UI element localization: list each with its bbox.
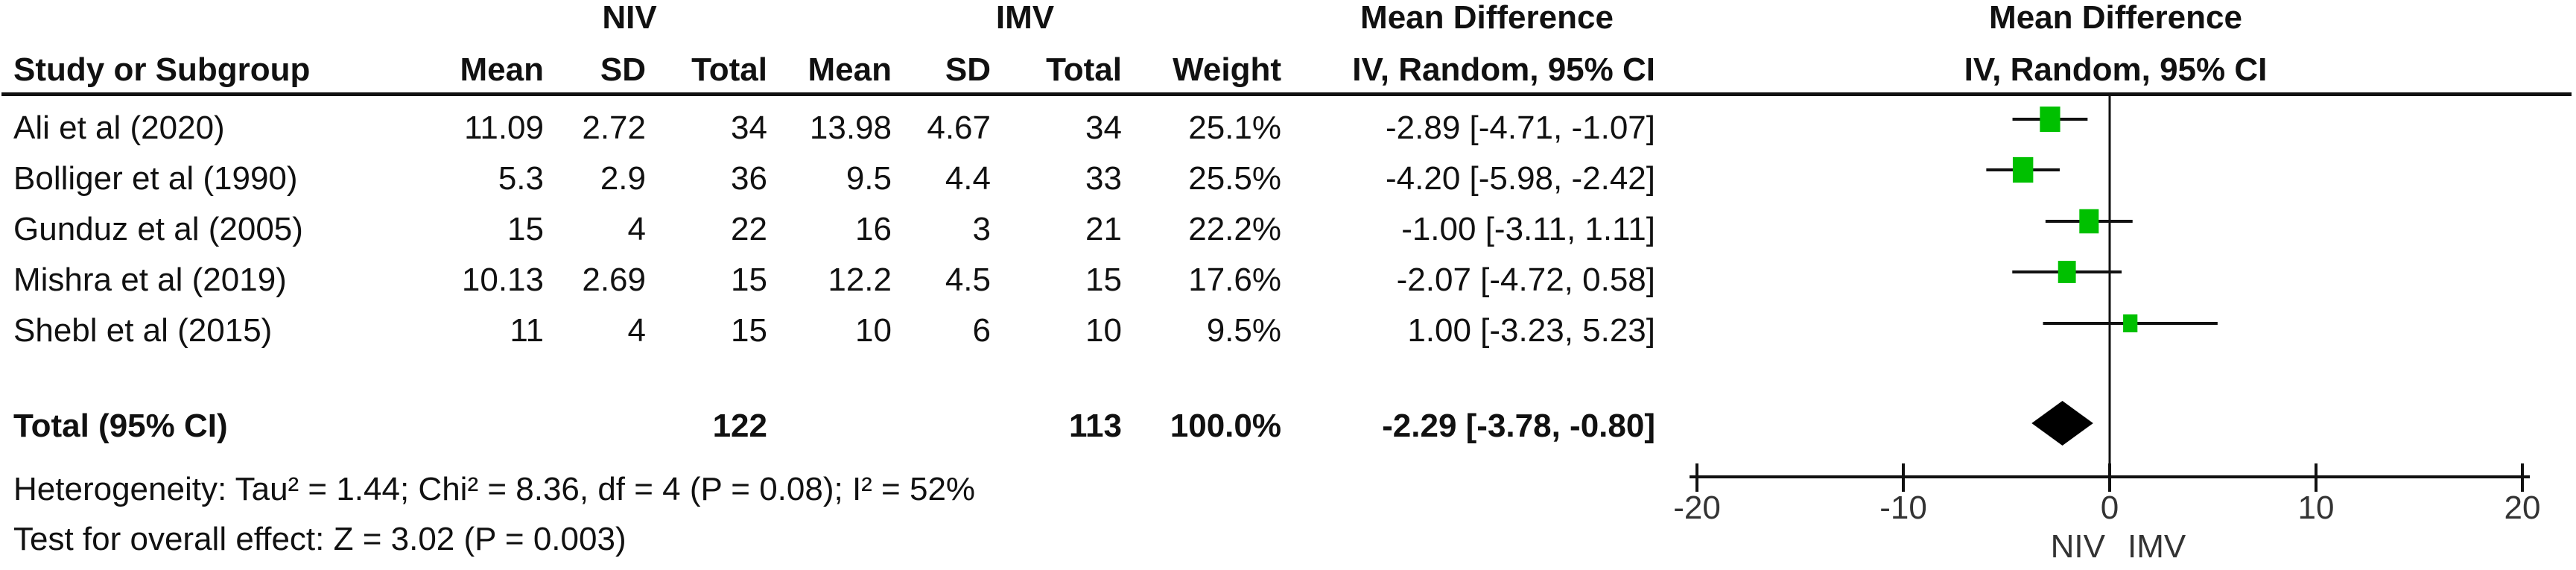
study-imv-sd: 4.5 [945, 262, 991, 298]
study-weight: 17.6% [1188, 262, 1281, 298]
study-imv-sd: 6 [972, 312, 991, 349]
effect-group-header: Mean Difference [1360, 0, 1614, 36]
study-square [2012, 156, 2034, 183]
study-ci-text: -2.89 [-4.71, -1.07] [1386, 110, 1655, 146]
study-imv-mean: 13.98 [809, 110, 892, 146]
col-study: Study or Subgroup [13, 51, 311, 88]
study-niv-mean: 10.13 [461, 262, 544, 298]
study-weight: 9.5% [1206, 312, 1281, 349]
study-imv-total: 34 [1085, 110, 1122, 146]
study-name: Bolliger et al (1990) [13, 160, 298, 197]
study-niv-sd: 2.72 [582, 110, 646, 146]
study-niv-total: 36 [731, 160, 767, 197]
study-niv-total: 34 [731, 110, 767, 146]
study-ci-text: -2.07 [-4.72, 0.58] [1396, 262, 1655, 298]
study-ci-text: -1.00 [-3.11, 1.11] [1401, 211, 1655, 247]
x-tick-label: 10 [2297, 490, 2335, 526]
study-imv-mean: 16 [855, 211, 892, 247]
study-imv-sd: 4.4 [945, 160, 991, 197]
favours-right-label: IMV [2128, 528, 2186, 565]
study-niv-mean: 15 [507, 211, 544, 247]
study-niv-sd: 2.69 [582, 262, 646, 298]
total-weight: 100.0% [1170, 408, 1281, 444]
study-imv-mean: 10 [855, 312, 892, 349]
study-ci-text: 1.00 [-3.23, 5.23] [1407, 312, 1655, 349]
study-imv-mean: 9.5 [846, 160, 892, 197]
study-square [2123, 314, 2138, 333]
col-imv-mean: Mean [808, 51, 892, 88]
study-weight: 25.5% [1188, 160, 1281, 197]
x-tick-label: 20 [2504, 490, 2541, 526]
study-square [2058, 261, 2076, 283]
study-name: Ali et al (2020) [13, 110, 225, 146]
col-niv-total: Total [691, 51, 767, 88]
x-tick-label: 0 [2100, 490, 2119, 526]
study-imv-total: 15 [1085, 262, 1122, 298]
study-niv-sd: 2.9 [600, 160, 646, 197]
study-niv-total: 22 [731, 211, 767, 247]
study-imv-sd: 4.67 [927, 110, 991, 146]
pooled-diamond [2031, 401, 2093, 446]
overall-effect-text: Test for overall effect: Z = 3.02 (P = 0… [13, 521, 626, 557]
study-niv-total: 15 [731, 262, 767, 298]
col-imv-sd: SD [945, 51, 991, 88]
total-imv: 113 [1069, 408, 1122, 444]
total-ci: -2.29 [-3.78, -0.80] [1382, 408, 1655, 444]
study-weight: 25.1% [1188, 110, 1281, 146]
col-plot-subheader: IV, Random, 95% CI [1964, 51, 2268, 88]
study-imv-total: 10 [1085, 312, 1122, 349]
study-imv-mean: 12.2 [828, 262, 892, 298]
favours-left-label: NIV [2050, 528, 2105, 565]
study-name: Mishra et al (2019) [13, 262, 287, 298]
study-imv-total: 21 [1085, 211, 1122, 247]
study-square [2040, 106, 2061, 133]
total-niv: 122 [712, 408, 767, 444]
study-niv-sd: 4 [627, 211, 646, 247]
study-niv-mean: 5.3 [498, 160, 544, 197]
study-ci-text: -4.20 [-5.98, -2.42] [1386, 160, 1655, 197]
header-rule [1, 92, 2572, 96]
imv-group-header: IMV [995, 0, 1055, 36]
study-niv-sd: 4 [627, 312, 646, 349]
x-tick-label: -10 [1879, 490, 1927, 526]
study-imv-sd: 3 [972, 211, 991, 247]
study-name: Gunduz et al (2005) [13, 211, 303, 247]
study-weight: 22.2% [1188, 211, 1281, 247]
col-effect-ci: IV, Random, 95% CI [1352, 51, 1655, 88]
study-square [2079, 209, 2099, 234]
heterogeneity-text: Heterogeneity: Tau² = 1.44; Chi² = 8.36,… [13, 471, 976, 507]
col-niv-mean: Mean [460, 51, 544, 88]
col-niv-sd: SD [600, 51, 646, 88]
study-name: Shebl et al (2015) [13, 312, 273, 349]
col-imv-total: Total [1046, 51, 1122, 88]
total-label: Total (95% CI) [13, 408, 228, 444]
study-imv-total: 33 [1085, 160, 1122, 197]
x-tick-label: -20 [1673, 490, 1721, 526]
col-weight: Weight [1173, 51, 1281, 88]
study-niv-mean: 11.09 [464, 110, 544, 146]
niv-group-header: NIV [602, 0, 657, 36]
study-niv-mean: 11 [510, 312, 544, 349]
study-niv-total: 15 [731, 312, 767, 349]
plot-group-header: Mean Difference [1989, 0, 2242, 36]
